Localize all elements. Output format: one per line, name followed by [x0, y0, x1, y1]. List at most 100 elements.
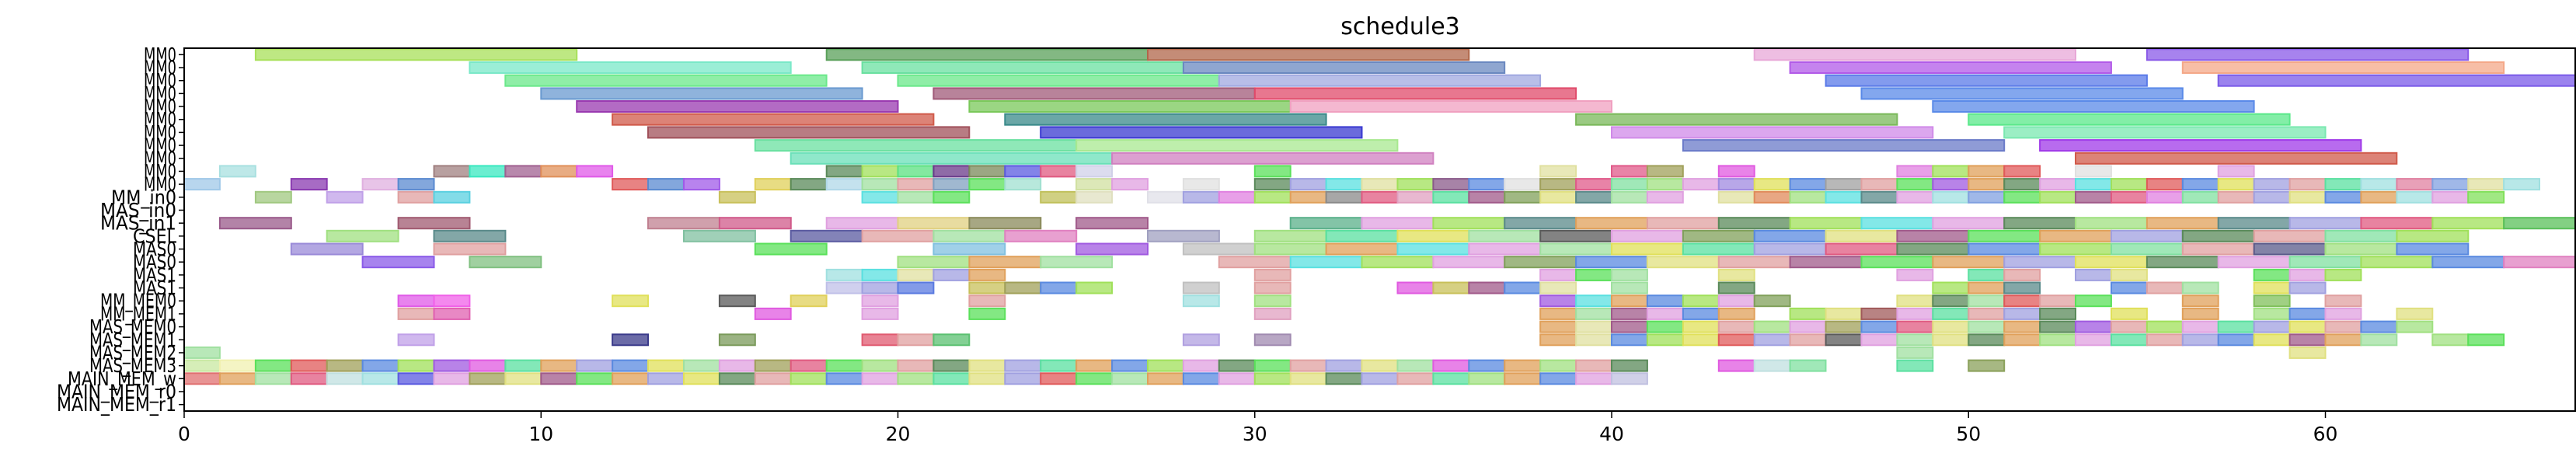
schedule-bar: [1646, 307, 1684, 320]
schedule-bar: [397, 333, 435, 347]
schedule-bar: [433, 372, 471, 385]
schedule-bar: [1611, 281, 1648, 294]
schedule-bar: [1218, 190, 1256, 204]
schedule-bar: [1860, 87, 2184, 100]
schedule-bar: [1575, 333, 1612, 347]
schedule-bar: [861, 165, 899, 178]
schedule-bar: [1468, 372, 1506, 385]
schedule-bar: [1396, 281, 1434, 294]
schedule-bar: [1611, 359, 1648, 372]
schedule-bar: [2288, 217, 2362, 230]
schedule-bar: [1182, 190, 1220, 204]
schedule-bar: [1789, 178, 1827, 191]
y-tick-label: MM0: [144, 82, 176, 105]
schedule-bar: [1004, 178, 1042, 191]
schedule-bar: [612, 372, 649, 385]
schedule-bar: [1396, 190, 1434, 204]
schedule-bar: [754, 242, 828, 256]
schedule-bar: [2039, 178, 2077, 191]
schedule-bar: [1539, 294, 1577, 308]
schedule-bar: [1253, 372, 1291, 385]
schedule-bar: [2111, 307, 2148, 320]
schedule-bar: [2431, 333, 2470, 347]
schedule-bar: [718, 359, 756, 372]
schedule-bar: [1968, 229, 2041, 242]
schedule-bar: [2288, 320, 2327, 333]
schedule-bar: [1075, 139, 1399, 152]
schedule-bar: [861, 229, 935, 242]
schedule-bar: [1182, 333, 1220, 347]
schedule-bar: [968, 307, 1006, 320]
schedule-bar: [1646, 165, 1684, 178]
schedule-bar: [1682, 242, 1755, 256]
schedule-bar: [1075, 217, 1149, 230]
schedule-bar: [2039, 307, 2077, 320]
schedule-bar: [1396, 359, 1434, 372]
schedule-bar: [254, 190, 292, 204]
schedule-bar: [1147, 48, 1470, 61]
schedule-bar: [2467, 333, 2505, 347]
schedule-bar: [1896, 178, 1934, 191]
schedule-bar: [1289, 359, 1327, 372]
schedule-bar: [2288, 190, 2327, 204]
schedule-bar: [932, 372, 971, 385]
y-tick-label: MAS_MEM1: [89, 329, 176, 351]
schedule-bar: [754, 307, 792, 320]
x-tick-label: 10: [528, 423, 553, 445]
schedule-bar: [1611, 190, 1648, 204]
schedule-bar: [861, 190, 899, 204]
schedule-bar: [1539, 333, 1577, 347]
schedule-bar: [2181, 333, 2219, 347]
schedule-bar: [754, 359, 792, 372]
schedule-bar: [1682, 178, 1720, 191]
schedule-bar: [1968, 190, 2006, 204]
schedule-bar: [1968, 178, 2006, 191]
schedule-bar: [1932, 190, 1970, 204]
schedule-bar: [2431, 217, 2505, 230]
schedule-bar: [1182, 359, 1220, 372]
schedule-bar: [183, 359, 221, 372]
schedule-bar: [1717, 190, 1755, 204]
schedule-bar: [1539, 165, 1577, 178]
schedule-bar: [290, 372, 328, 385]
schedule-bar: [2503, 178, 2541, 191]
schedule-bar: [1432, 372, 1470, 385]
schedule-bar: [790, 372, 828, 385]
schedule-bar: [2181, 242, 2255, 256]
schedule-bar: [1539, 359, 1577, 372]
schedule-bar: [1575, 372, 1612, 385]
schedule-bar: [1896, 359, 1934, 372]
schedule-bar: [290, 178, 328, 191]
schedule-bar: [1646, 256, 1720, 269]
schedule-bar: [397, 190, 435, 204]
schedule-bar: [825, 359, 863, 372]
schedule-bar: [968, 100, 1291, 113]
schedule-bar: [254, 48, 578, 61]
y-tick-label: MAS1: [133, 263, 176, 286]
schedule-bar: [2146, 256, 2219, 269]
schedule-bar: [1361, 372, 1399, 385]
y-tick-label: MAIN_MEM_r1: [57, 393, 176, 416]
x-tick-label: 60: [2313, 423, 2338, 445]
schedule-bar: [1253, 165, 1291, 178]
schedule-bar: [718, 372, 756, 385]
schedule-bar: [361, 359, 399, 372]
schedule-bar: [1825, 190, 1863, 204]
schedule-bar: [1182, 178, 1220, 191]
schedule-bar: [2181, 281, 2219, 294]
y-tick-label: MM0: [144, 134, 176, 157]
y-tick-label: MM0: [144, 96, 176, 118]
schedule-bar: [2003, 190, 2041, 204]
schedule-bar: [1182, 372, 1220, 385]
schedule-bar: [1504, 190, 1542, 204]
schedule-bar: [576, 165, 614, 178]
schedule-bar: [1860, 333, 1898, 347]
schedule-bar: [1147, 372, 1184, 385]
schedule-bar: [433, 307, 471, 320]
schedule-bar: [1682, 139, 2006, 152]
schedule-bar: [968, 281, 1006, 294]
schedule-bar: [397, 307, 435, 320]
schedule-bar: [825, 178, 863, 191]
schedule-bar: [1717, 333, 1755, 347]
schedule-bar: [1289, 372, 1327, 385]
